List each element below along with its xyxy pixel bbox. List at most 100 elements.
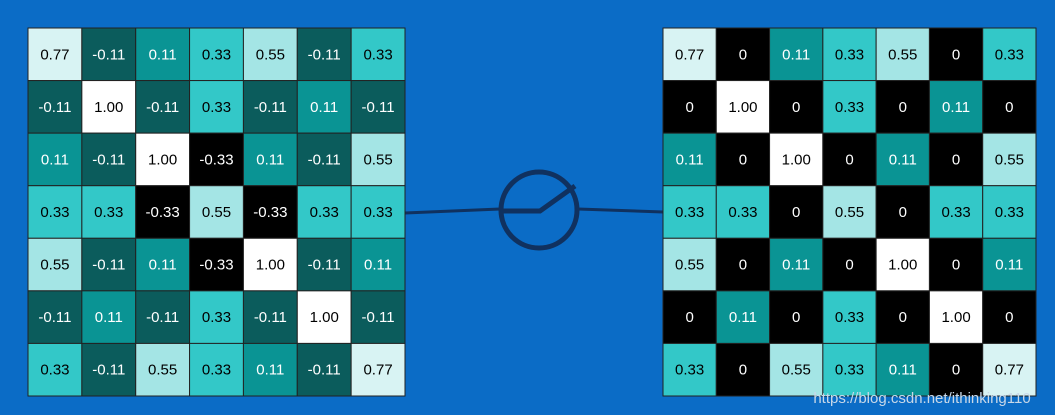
cell-value: -0.11 [254, 309, 287, 326]
cell-value: 0.77 [363, 362, 392, 379]
cell-value: 1.00 [728, 99, 757, 116]
cell-value: 0 [685, 309, 693, 326]
cell-value: 1.00 [782, 151, 811, 168]
matrix-cell [27, 342, 83, 397]
cell-value: 0.55 [675, 257, 704, 274]
cell-value: 0 [792, 204, 800, 221]
cell-value: 0 [739, 257, 747, 274]
cell-value: 0.55 [995, 151, 1024, 168]
cell-value: 0.11 [310, 99, 338, 116]
cell-value: 0.33 [40, 204, 69, 221]
cell-value: -0.33 [199, 151, 233, 168]
cell-value: -0.33 [146, 204, 180, 221]
matrix-cell [296, 237, 352, 292]
cell-value: 0.33 [941, 204, 970, 221]
matrix-cell [875, 290, 930, 344]
cell-value: 0.11 [95, 309, 123, 326]
matrix-cell [982, 342, 1037, 397]
cell-value: 0.77 [995, 362, 1024, 379]
cell-value: 0.33 [363, 46, 392, 63]
matrix-cell [350, 80, 406, 134]
matrix: 0.77 -0.11 0.11 0.33 0.55 -0.11 0.33 -0.11 1.00 -… [27, 27, 406, 397]
cell-value: -0.11 [362, 99, 395, 116]
cell-value: 1.00 [94, 99, 123, 116]
cell-value: 0.33 [202, 99, 231, 116]
cell-value: 0 [952, 151, 960, 168]
matrix-cell [242, 342, 298, 397]
cell-value: 0.33 [728, 204, 757, 221]
cell-value: 0.33 [835, 99, 864, 116]
cell-value: 0 [1005, 309, 1013, 326]
cell-value: 1.00 [310, 309, 339, 326]
relu-circle [498, 169, 580, 251]
matrix-cell [928, 237, 984, 292]
relu-symbol [502, 183, 577, 214]
cell-value: 0.55 [782, 362, 811, 379]
cell-value: 0.55 [40, 257, 69, 274]
cell-value: 0.33 [310, 204, 339, 221]
matrix: 0.77 0 0.11 0.33 0.55 0 0.33 0 1.00 0 0.33 0 0.11 0 0.… [662, 27, 1037, 397]
cell-value: 0 [952, 362, 960, 379]
matrix-cell [822, 132, 877, 187]
cell-value: -0.11 [146, 99, 179, 116]
matrix-cell [715, 185, 771, 239]
cell-value: 0.11 [995, 257, 1023, 274]
cell-value: 1.00 [941, 309, 970, 326]
matrix-cell [350, 27, 406, 82]
matrix-cell [982, 290, 1037, 344]
cell-value: 0.11 [729, 309, 757, 326]
cell-value: 0.33 [835, 46, 864, 63]
matrix-cell [662, 132, 717, 187]
cell-value: 0.33 [835, 309, 864, 326]
cell-value: 0 [1005, 99, 1013, 116]
connector-line [404, 207, 501, 215]
cell-value: 0.55 [148, 362, 177, 379]
cell-value: 0.11 [889, 151, 917, 168]
matrix-cell [350, 290, 406, 344]
matrix-cell [662, 80, 717, 134]
cell-value: 0.33 [363, 204, 392, 221]
cell-value: -0.11 [362, 309, 395, 326]
cell-value: -0.33 [253, 204, 287, 221]
matrix-cell [350, 185, 406, 239]
matrix-cell [662, 290, 717, 344]
matrix-cell [982, 80, 1037, 134]
cell-value: -0.11 [254, 99, 287, 116]
cell-value: -0.33 [199, 257, 233, 274]
matrix-cell [296, 185, 352, 239]
cell-value: 0.11 [782, 46, 810, 63]
matrix-cell [296, 132, 352, 187]
matrix-cell [296, 290, 352, 344]
matrix-cell [715, 290, 771, 344]
matrix-cell [769, 237, 824, 292]
cell-value: 0.55 [202, 204, 231, 221]
cell-value: 0 [792, 99, 800, 116]
cell-value: -0.11 [92, 257, 125, 274]
matrix-cell [928, 27, 984, 82]
matrix-cell [982, 237, 1037, 292]
matrix-cell [27, 237, 83, 292]
matrix-cell [662, 342, 717, 397]
matrix-cell [875, 185, 930, 239]
cell-value: 0 [899, 309, 907, 326]
cell-value: -0.11 [38, 309, 71, 326]
cell-value: -0.11 [308, 151, 341, 168]
cell-value: 1.00 [256, 257, 285, 274]
matrix-cell [715, 237, 771, 292]
matrix-cell [928, 132, 984, 187]
cell-value: -0.11 [92, 151, 125, 168]
cell-value: 0.11 [256, 362, 284, 379]
cell-value: 0.33 [94, 204, 123, 221]
cell-value: 0.11 [889, 362, 917, 379]
cell-value: -0.11 [92, 362, 125, 379]
matrix-cell [715, 342, 771, 397]
cell-value: 1.00 [888, 257, 917, 274]
matrix-cell [769, 27, 824, 82]
matrix-cell [189, 290, 244, 344]
matrix-cell [875, 342, 930, 397]
matrix-cell [135, 290, 191, 344]
matrix-cell [662, 185, 717, 239]
matrix-cell [822, 185, 877, 239]
cell-value: 0.77 [40, 46, 69, 63]
